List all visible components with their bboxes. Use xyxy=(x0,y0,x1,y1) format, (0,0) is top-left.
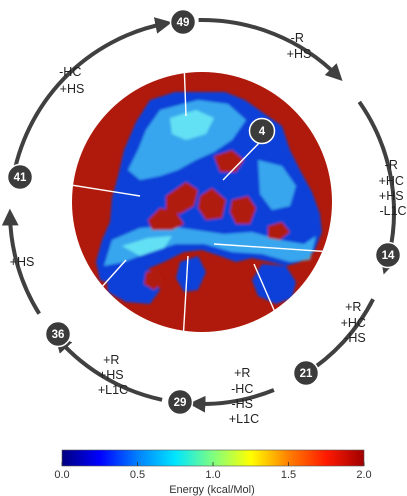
state-node-29: 29 xyxy=(166,388,194,416)
state-leader-lines xyxy=(26,33,377,393)
leader-line-14 xyxy=(213,243,377,256)
state-node-36: 36 xyxy=(44,320,72,348)
state-node-label: 4 xyxy=(259,126,266,138)
mid-energy-region xyxy=(258,160,296,210)
colorbar-tick-label: 0.0 xyxy=(54,469,69,481)
transition-arrow-29-36 xyxy=(54,335,163,402)
leader-line-49 xyxy=(182,33,187,117)
mid-energy-region xyxy=(104,226,316,266)
low-energy-region-lower xyxy=(176,256,206,292)
colorbar-tick-label: 2.0 xyxy=(356,469,371,481)
colorbar-tick-label: 1.0 xyxy=(205,469,220,481)
colorbar: 0.0 0.5 1.0 1.5 2.0 Energy (kcal/Mol) xyxy=(54,449,372,496)
transition-label-49-4: -R +HS xyxy=(287,31,312,61)
transition-label-36-41: +HS xyxy=(10,255,35,269)
colorbar-title: Energy (kcal/Mol) xyxy=(169,484,255,496)
state-node-label: 21 xyxy=(300,368,313,380)
leader-line-4 xyxy=(222,139,263,181)
transition-arrow-49-4 xyxy=(198,17,343,81)
mid-energy-region xyxy=(122,236,172,256)
colorbar-tick-label: 1.5 xyxy=(281,469,296,481)
mid-energy-region xyxy=(170,110,214,140)
transition-arrows xyxy=(1,17,397,413)
leader-line-21 xyxy=(253,263,299,366)
high-energy-pocket xyxy=(230,196,256,224)
leader-line-36 xyxy=(64,259,127,329)
transition-arrow-21-29 xyxy=(188,388,275,413)
state-node-circle xyxy=(169,8,197,36)
state-node-label: 29 xyxy=(174,397,187,409)
transition-label-41-49: -HC +HS xyxy=(59,65,85,96)
state-node-circle xyxy=(374,241,402,269)
state-node-circle xyxy=(248,117,276,145)
transition-arrow-41-49 xyxy=(10,17,172,183)
state-node-4: 4 xyxy=(248,117,276,145)
energy-map xyxy=(72,72,332,332)
high-energy-pocket xyxy=(148,208,184,230)
leader-line-29 xyxy=(179,255,189,393)
state-node-14: 14 xyxy=(374,241,402,269)
state-node-49: 49 xyxy=(169,8,197,36)
transition-arrow-36-41 xyxy=(1,208,41,315)
state-node-label: 14 xyxy=(382,250,395,262)
high-energy-pocket xyxy=(198,188,226,220)
leader-line-41 xyxy=(26,177,141,197)
high-energy-pocket xyxy=(166,182,198,214)
low-energy-region-lower xyxy=(252,264,296,304)
high-energy-pocket xyxy=(144,270,164,290)
state-node-label: 36 xyxy=(52,329,65,341)
transition-label-14-21: +R +HC -HS xyxy=(341,300,370,345)
state-node-label: 41 xyxy=(14,172,27,184)
state-node-circle xyxy=(166,388,194,416)
transition-label-29-36: +R +HS +L1C xyxy=(98,353,128,397)
transition-label-21-29: +R -HC -HS +L1C xyxy=(229,366,259,426)
state-node-circle xyxy=(44,320,72,348)
state-node-circle xyxy=(6,163,34,191)
transition-label-4-14: -R +HC +HS -L1C xyxy=(379,158,407,218)
state-node-label: 49 xyxy=(177,17,190,29)
colorbar-tick-label: 0.5 xyxy=(130,469,145,481)
mid-energy-region xyxy=(128,100,246,180)
state-node-41: 41 xyxy=(6,163,34,191)
state-node-21: 21 xyxy=(292,359,320,387)
colorbar-ticks: 0.0 0.5 1.0 1.5 2.0 xyxy=(54,462,372,481)
state-node-circle xyxy=(292,359,320,387)
transition-labels: -R +HS -R +HC +HS -L1C +R +HC -HS +R -HC… xyxy=(10,31,407,426)
state-nodes: 49 4 14 21 29 36 41 xyxy=(6,8,402,416)
high-energy-pocket xyxy=(268,222,290,240)
